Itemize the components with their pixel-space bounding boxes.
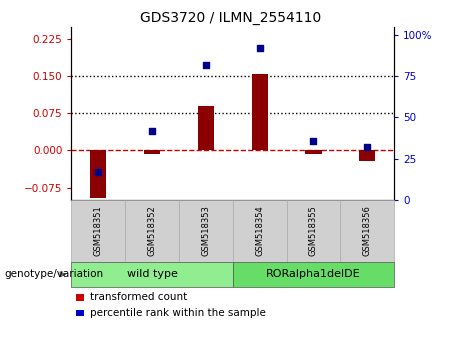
Point — [364, 144, 371, 150]
Text: percentile rank within the sample: percentile rank within the sample — [90, 308, 266, 318]
Point — [202, 62, 210, 67]
Point — [310, 138, 317, 143]
Text: GSM518352: GSM518352 — [148, 206, 157, 256]
Point — [256, 45, 263, 51]
Point — [95, 169, 102, 175]
Text: genotype/variation: genotype/variation — [5, 269, 104, 279]
Bar — [198, 106, 214, 150]
Bar — [144, 150, 160, 154]
Text: GSM518355: GSM518355 — [309, 206, 318, 256]
Text: GSM518356: GSM518356 — [363, 206, 372, 256]
Text: GSM518353: GSM518353 — [201, 206, 210, 256]
Bar — [359, 150, 375, 161]
Text: wild type: wild type — [127, 269, 177, 279]
Bar — [252, 74, 268, 150]
Text: RORalpha1delDE: RORalpha1delDE — [266, 269, 361, 279]
Text: GSM518351: GSM518351 — [94, 206, 103, 256]
Text: transformed count: transformed count — [90, 292, 187, 302]
Text: GSM518354: GSM518354 — [255, 206, 264, 256]
Bar — [305, 150, 321, 154]
Point — [148, 128, 156, 133]
Bar — [90, 150, 106, 198]
Text: GDS3720 / ILMN_2554110: GDS3720 / ILMN_2554110 — [140, 11, 321, 25]
